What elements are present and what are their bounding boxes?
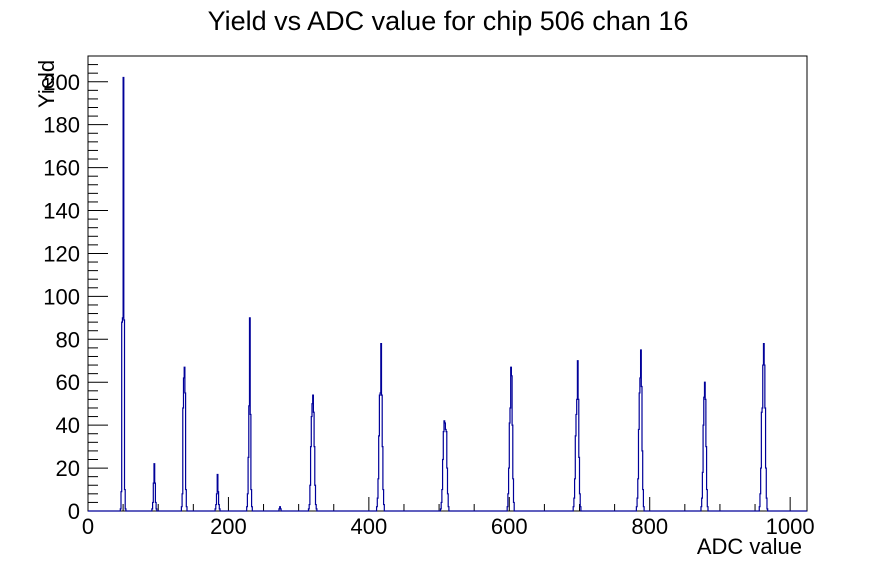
- y-axis-ticks: [88, 55, 108, 512]
- tick-label: 400: [351, 514, 388, 539]
- x-axis-title: ADC value: [697, 534, 802, 559]
- tick-label: 60: [56, 370, 80, 395]
- tick-label: 600: [491, 514, 528, 539]
- plot-frame: [87, 55, 808, 512]
- histogram-line: [88, 76, 807, 512]
- y-axis-tick-labels: 0 20 40 60 80 100 120 140 160 180 200: [43, 70, 80, 524]
- x-axis-tick-labels: 0 200 400 600 800 1000: [82, 514, 815, 539]
- tick-label: 200: [43, 70, 80, 95]
- tick-label: 140: [43, 199, 80, 224]
- tick-label: 20: [56, 456, 80, 481]
- tick-label: 80: [56, 327, 80, 352]
- tick-label: 180: [43, 113, 80, 138]
- chart-title: Yield vs ADC value for chip 506 chan 16: [208, 6, 689, 36]
- x-axis-ticks: [87, 497, 791, 511]
- y-axis-title: Yield: [34, 60, 59, 108]
- tick-label: 0: [68, 499, 80, 524]
- tick-label: 160: [43, 156, 80, 181]
- tick-label: 120: [43, 241, 80, 266]
- tick-label: 40: [56, 413, 80, 438]
- tick-label: 1000: [766, 514, 815, 539]
- tick-label: 800: [631, 514, 668, 539]
- tick-label: 100: [43, 284, 80, 309]
- tick-label: 200: [210, 514, 247, 539]
- tick-label: 0: [82, 514, 94, 539]
